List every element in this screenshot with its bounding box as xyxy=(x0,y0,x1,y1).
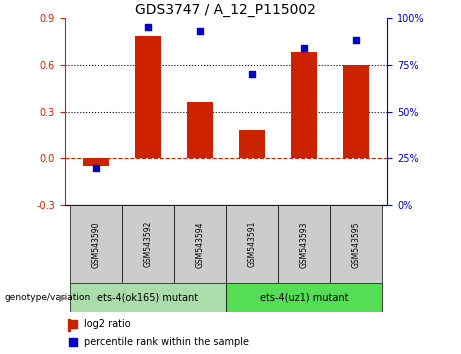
Text: genotype/variation: genotype/variation xyxy=(5,293,91,302)
Bar xyxy=(226,283,382,312)
Text: log2 ratio: log2 ratio xyxy=(84,319,130,329)
Text: GSM543590: GSM543590 xyxy=(91,221,100,268)
Text: GSM543592: GSM543592 xyxy=(143,221,152,268)
Bar xyxy=(226,205,278,283)
Bar xyxy=(70,205,122,283)
Text: percentile rank within the sample: percentile rank within the sample xyxy=(84,337,249,347)
Bar xyxy=(330,205,382,283)
Point xyxy=(196,28,204,34)
Bar xyxy=(187,102,213,159)
Bar xyxy=(135,36,161,159)
Text: ets-4(ok165) mutant: ets-4(ok165) mutant xyxy=(97,292,198,302)
Point xyxy=(144,24,152,30)
Bar xyxy=(291,52,317,159)
Text: ets-4(uz1) mutant: ets-4(uz1) mutant xyxy=(260,292,348,302)
Bar xyxy=(343,64,369,159)
Bar xyxy=(122,205,174,283)
Bar xyxy=(70,283,226,312)
Text: GSM543593: GSM543593 xyxy=(300,221,308,268)
Point xyxy=(248,71,255,77)
Bar xyxy=(174,205,226,283)
Title: GDS3747 / A_12_P115002: GDS3747 / A_12_P115002 xyxy=(136,3,316,17)
Text: GSM543594: GSM543594 xyxy=(195,221,204,268)
Text: GSM543591: GSM543591 xyxy=(248,221,256,268)
Point xyxy=(300,45,307,51)
Point xyxy=(352,38,360,43)
Text: GSM543595: GSM543595 xyxy=(351,221,361,268)
Point xyxy=(92,165,100,171)
Bar xyxy=(68,319,70,331)
Point xyxy=(69,321,77,327)
Bar xyxy=(83,159,109,166)
Point xyxy=(69,339,77,344)
Bar xyxy=(278,205,330,283)
Bar xyxy=(239,130,265,159)
Text: ▶: ▶ xyxy=(59,292,66,302)
